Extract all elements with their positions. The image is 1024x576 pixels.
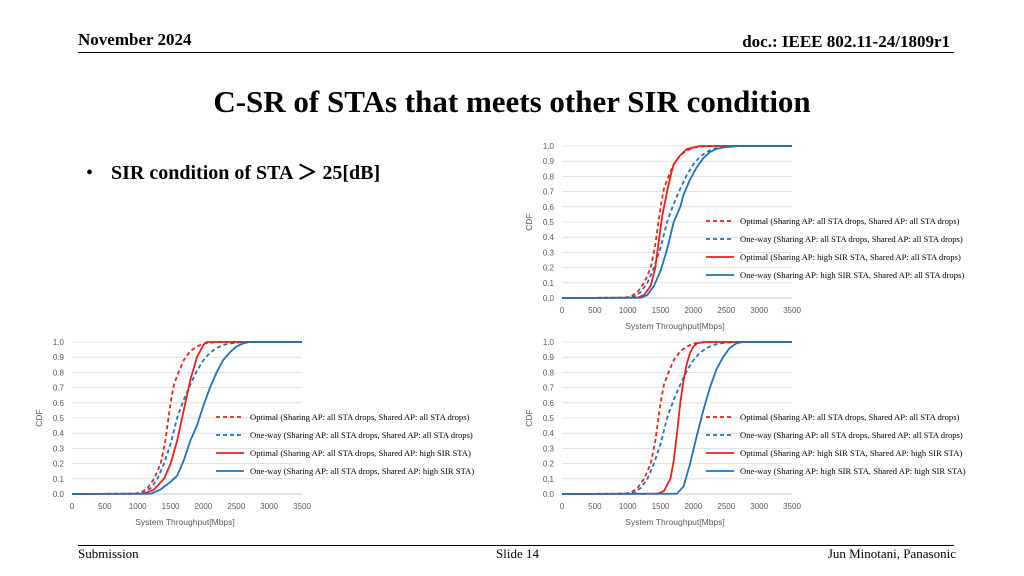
- x-tick-label: 3000: [750, 502, 768, 511]
- legend-label-1: Optimal (Sharing AP: all STA drops, Shar…: [740, 412, 960, 422]
- legend-label-4: One-way (Sharing AP: high SIR STA, Share…: [740, 466, 966, 476]
- y-tick-label: 0.4: [543, 429, 555, 438]
- legend-label-3: Optimal (Sharing AP: all STA drops, Shar…: [250, 448, 471, 458]
- series-line-2: [561, 341, 792, 495]
- x-tick-label: 0: [560, 306, 565, 315]
- x-tick-label: 3500: [783, 306, 801, 315]
- x-tick-label: 1500: [162, 502, 180, 511]
- series-line-1: [561, 341, 792, 495]
- y-tick-label: 1.0: [543, 338, 555, 347]
- bullet-item: • SIR condition of STA ＞ 25[dB]: [86, 156, 380, 185]
- slide-title: C-SR of STAs that meets other SIR condit…: [213, 84, 811, 119]
- y-tick-label: 0.6: [543, 203, 555, 212]
- x-tick-label: 3500: [293, 502, 311, 511]
- x-tick-label: 0: [560, 502, 565, 511]
- x-tick-label: 1500: [652, 502, 670, 511]
- series-line-4: [561, 341, 792, 495]
- x-tick-label: 2000: [195, 502, 213, 511]
- y-tick-label: 0.7: [53, 384, 65, 393]
- x-tick-label: 500: [98, 502, 112, 511]
- y-axis-label: CDF: [524, 409, 534, 426]
- y-tick-label: 0.7: [543, 188, 555, 197]
- x-axis-label: System Throughput[Mbps]: [135, 517, 235, 527]
- y-tick-label: 0.3: [543, 248, 555, 257]
- bullet-text: SIR condition of STA ＞ 25[dB]: [111, 162, 381, 184]
- y-tick-label: 0.3: [543, 444, 555, 453]
- x-tick-label: 2500: [227, 502, 245, 511]
- y-tick-label: 0.1: [53, 475, 65, 484]
- x-tick-label: 0: [70, 502, 75, 511]
- series-line-3: [561, 145, 792, 299]
- x-tick-label: 2000: [685, 306, 703, 315]
- y-tick-label: 0.5: [53, 414, 65, 423]
- y-tick-label: 0.0: [543, 294, 555, 303]
- header-date: November 2024: [78, 30, 192, 49]
- footer-slide-number: Slide 14: [496, 546, 539, 561]
- x-tick-label: 1000: [129, 502, 147, 511]
- x-tick-label: 1500: [652, 306, 670, 315]
- y-tick-label: 0.9: [543, 353, 555, 362]
- footer-divider: [78, 545, 954, 546]
- y-tick-label: 0.0: [543, 490, 555, 499]
- legend-label-3: Optimal (Sharing AP: high SIR STA, Share…: [740, 252, 961, 262]
- y-tick-label: 0.9: [53, 353, 65, 362]
- x-axis-label: System Throughput[Mbps]: [625, 321, 725, 331]
- series-line-3: [71, 341, 302, 495]
- cdf-chart-top: 0.0 0.1 0.2 0.3 0.4 0.5 0.6 0.7 0.8 0.9 1.0 0 500 100…: [524, 142, 964, 331]
- cdf-chart-bottom-right: 0.0 0.1 0.2 0.3 0.4 0.5 0.6 0.7 0.8 0.9 1.0 0 500 100…: [524, 338, 966, 527]
- y-tick-label: 1.0: [543, 142, 555, 151]
- x-tick-label: 1000: [619, 306, 637, 315]
- x-tick-label: 3000: [750, 306, 768, 315]
- series-line-2: [561, 145, 792, 299]
- y-tick-label: 0.2: [543, 264, 555, 273]
- legend-label-1: Optimal (Sharing AP: all STA drops, Shar…: [250, 412, 470, 422]
- y-tick-label: 0.6: [53, 399, 65, 408]
- x-tick-label: 2500: [717, 502, 735, 511]
- legend-label-4: One-way (Sharing AP: all STA drops, Shar…: [250, 466, 474, 476]
- x-tick-label: 3500: [783, 502, 801, 511]
- cdf-chart-bottom-left: 0.0 0.1 0.2 0.3 0.4 0.5 0.6 0.7 0.8 0.9 1.0 0 500 100…: [34, 338, 474, 527]
- y-tick-label: 0.1: [543, 475, 555, 484]
- y-tick-label: 0.5: [543, 414, 555, 423]
- legend-label-3: Optimal (Sharing AP: high SIR STA, Share…: [740, 448, 962, 458]
- x-tick-label: 3000: [260, 502, 278, 511]
- legend-label-2: One-way (Sharing AP: all STA drops, Shar…: [250, 430, 473, 440]
- y-tick-label: 0.1: [543, 279, 555, 288]
- y-tick-label: 0.8: [53, 368, 65, 377]
- x-tick-label: 500: [588, 502, 602, 511]
- y-axis-label: CDF: [34, 409, 44, 426]
- header-divider: [78, 52, 954, 53]
- footer-author: Jun Minotani, Panasonic: [827, 546, 956, 561]
- legend-label-1: Optimal (Sharing AP: all STA drops, Shar…: [740, 216, 960, 226]
- legend-label-4: One-way (Sharing AP: high SIR STA, Share…: [740, 270, 964, 280]
- y-tick-label: 0.8: [543, 172, 555, 181]
- y-tick-label: 0.6: [543, 399, 555, 408]
- y-tick-label: 0.0: [53, 490, 65, 499]
- x-tick-label: 1000: [619, 502, 637, 511]
- y-tick-label: 0.4: [53, 429, 65, 438]
- y-tick-label: 0.5: [543, 218, 555, 227]
- y-axis-label: CDF: [524, 213, 534, 230]
- x-tick-label: 2500: [717, 306, 735, 315]
- series-line-4: [71, 341, 302, 495]
- y-tick-label: 0.4: [543, 233, 555, 242]
- series-line-3: [561, 341, 792, 495]
- y-tick-label: 1.0: [53, 338, 65, 347]
- y-tick-label: 0.9: [543, 157, 555, 166]
- y-tick-label: 0.2: [543, 460, 555, 469]
- y-tick-label: 0.2: [53, 460, 65, 469]
- footer-submission: Submission: [78, 546, 139, 561]
- y-tick-label: 0.3: [53, 444, 65, 453]
- legend-label-2: One-way (Sharing AP: all STA drops, Shar…: [740, 234, 963, 244]
- y-tick-label: 0.7: [543, 384, 555, 393]
- x-tick-label: 500: [588, 306, 602, 315]
- header-doc-id: doc.: IEEE 802.11-24/1809r1: [742, 32, 950, 51]
- legend-label-2: One-way (Sharing AP: all STA drops, Shar…: [740, 430, 963, 440]
- y-tick-label: 0.8: [543, 368, 555, 377]
- x-tick-label: 2000: [685, 502, 703, 511]
- series-line-4: [561, 145, 792, 299]
- x-axis-label: System Throughput[Mbps]: [625, 517, 725, 527]
- bullet-glyph: •: [86, 162, 94, 184]
